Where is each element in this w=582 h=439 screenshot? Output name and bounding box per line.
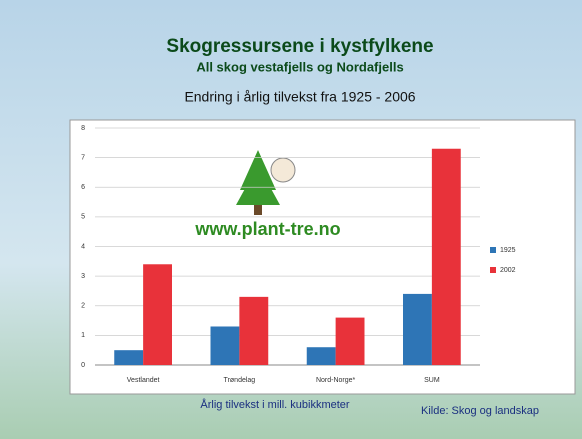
bar [114, 350, 143, 365]
bar [432, 149, 461, 365]
y-tick-label: 8 [81, 125, 85, 132]
legend-swatch [490, 267, 496, 273]
logo-text: www.plant-tre.no [194, 219, 340, 239]
y-tick-label: 5 [81, 214, 85, 221]
page: Skogressursene i kystfylkene All skog ve… [0, 0, 582, 439]
x-tick-label: Nord-Norge* [316, 377, 356, 384]
y-tick-label: 6 [81, 184, 85, 191]
y-tick-label: 0 [81, 362, 85, 369]
bar [143, 264, 172, 365]
x-tick-label: Vestlandet [127, 377, 160, 384]
slide-subtitle: All skog vestafjells og Nordafjells [196, 59, 403, 74]
y-tick-label: 2 [81, 303, 85, 310]
bar [403, 294, 432, 365]
y-tick-label: 1 [81, 332, 85, 339]
slide: Skogressursene i kystfylkene All skog ve… [0, 0, 582, 439]
bar [211, 326, 240, 365]
legend-swatch [490, 247, 496, 253]
bar [239, 297, 268, 365]
legend-label: 1925 [500, 247, 516, 254]
bar [336, 318, 365, 365]
x-tick-label: Trøndelag [224, 377, 256, 384]
x-axis-label: Årlig tilvekst i mill. kubikkmeter [200, 398, 349, 411]
legend-label: 2002 [500, 267, 516, 274]
y-tick-label: 4 [81, 243, 85, 250]
x-tick-label: SUM [424, 377, 440, 384]
slide-title: Skogressursene i kystfylkene [166, 36, 433, 57]
chart-title: Endring i årlig tilvekst fra 1925 - 2006 [184, 89, 415, 105]
y-tick-label: 7 [81, 154, 85, 161]
source: Kilde: Skog og landskap [421, 405, 539, 417]
y-tick-label: 3 [81, 273, 85, 280]
bar [307, 347, 336, 365]
